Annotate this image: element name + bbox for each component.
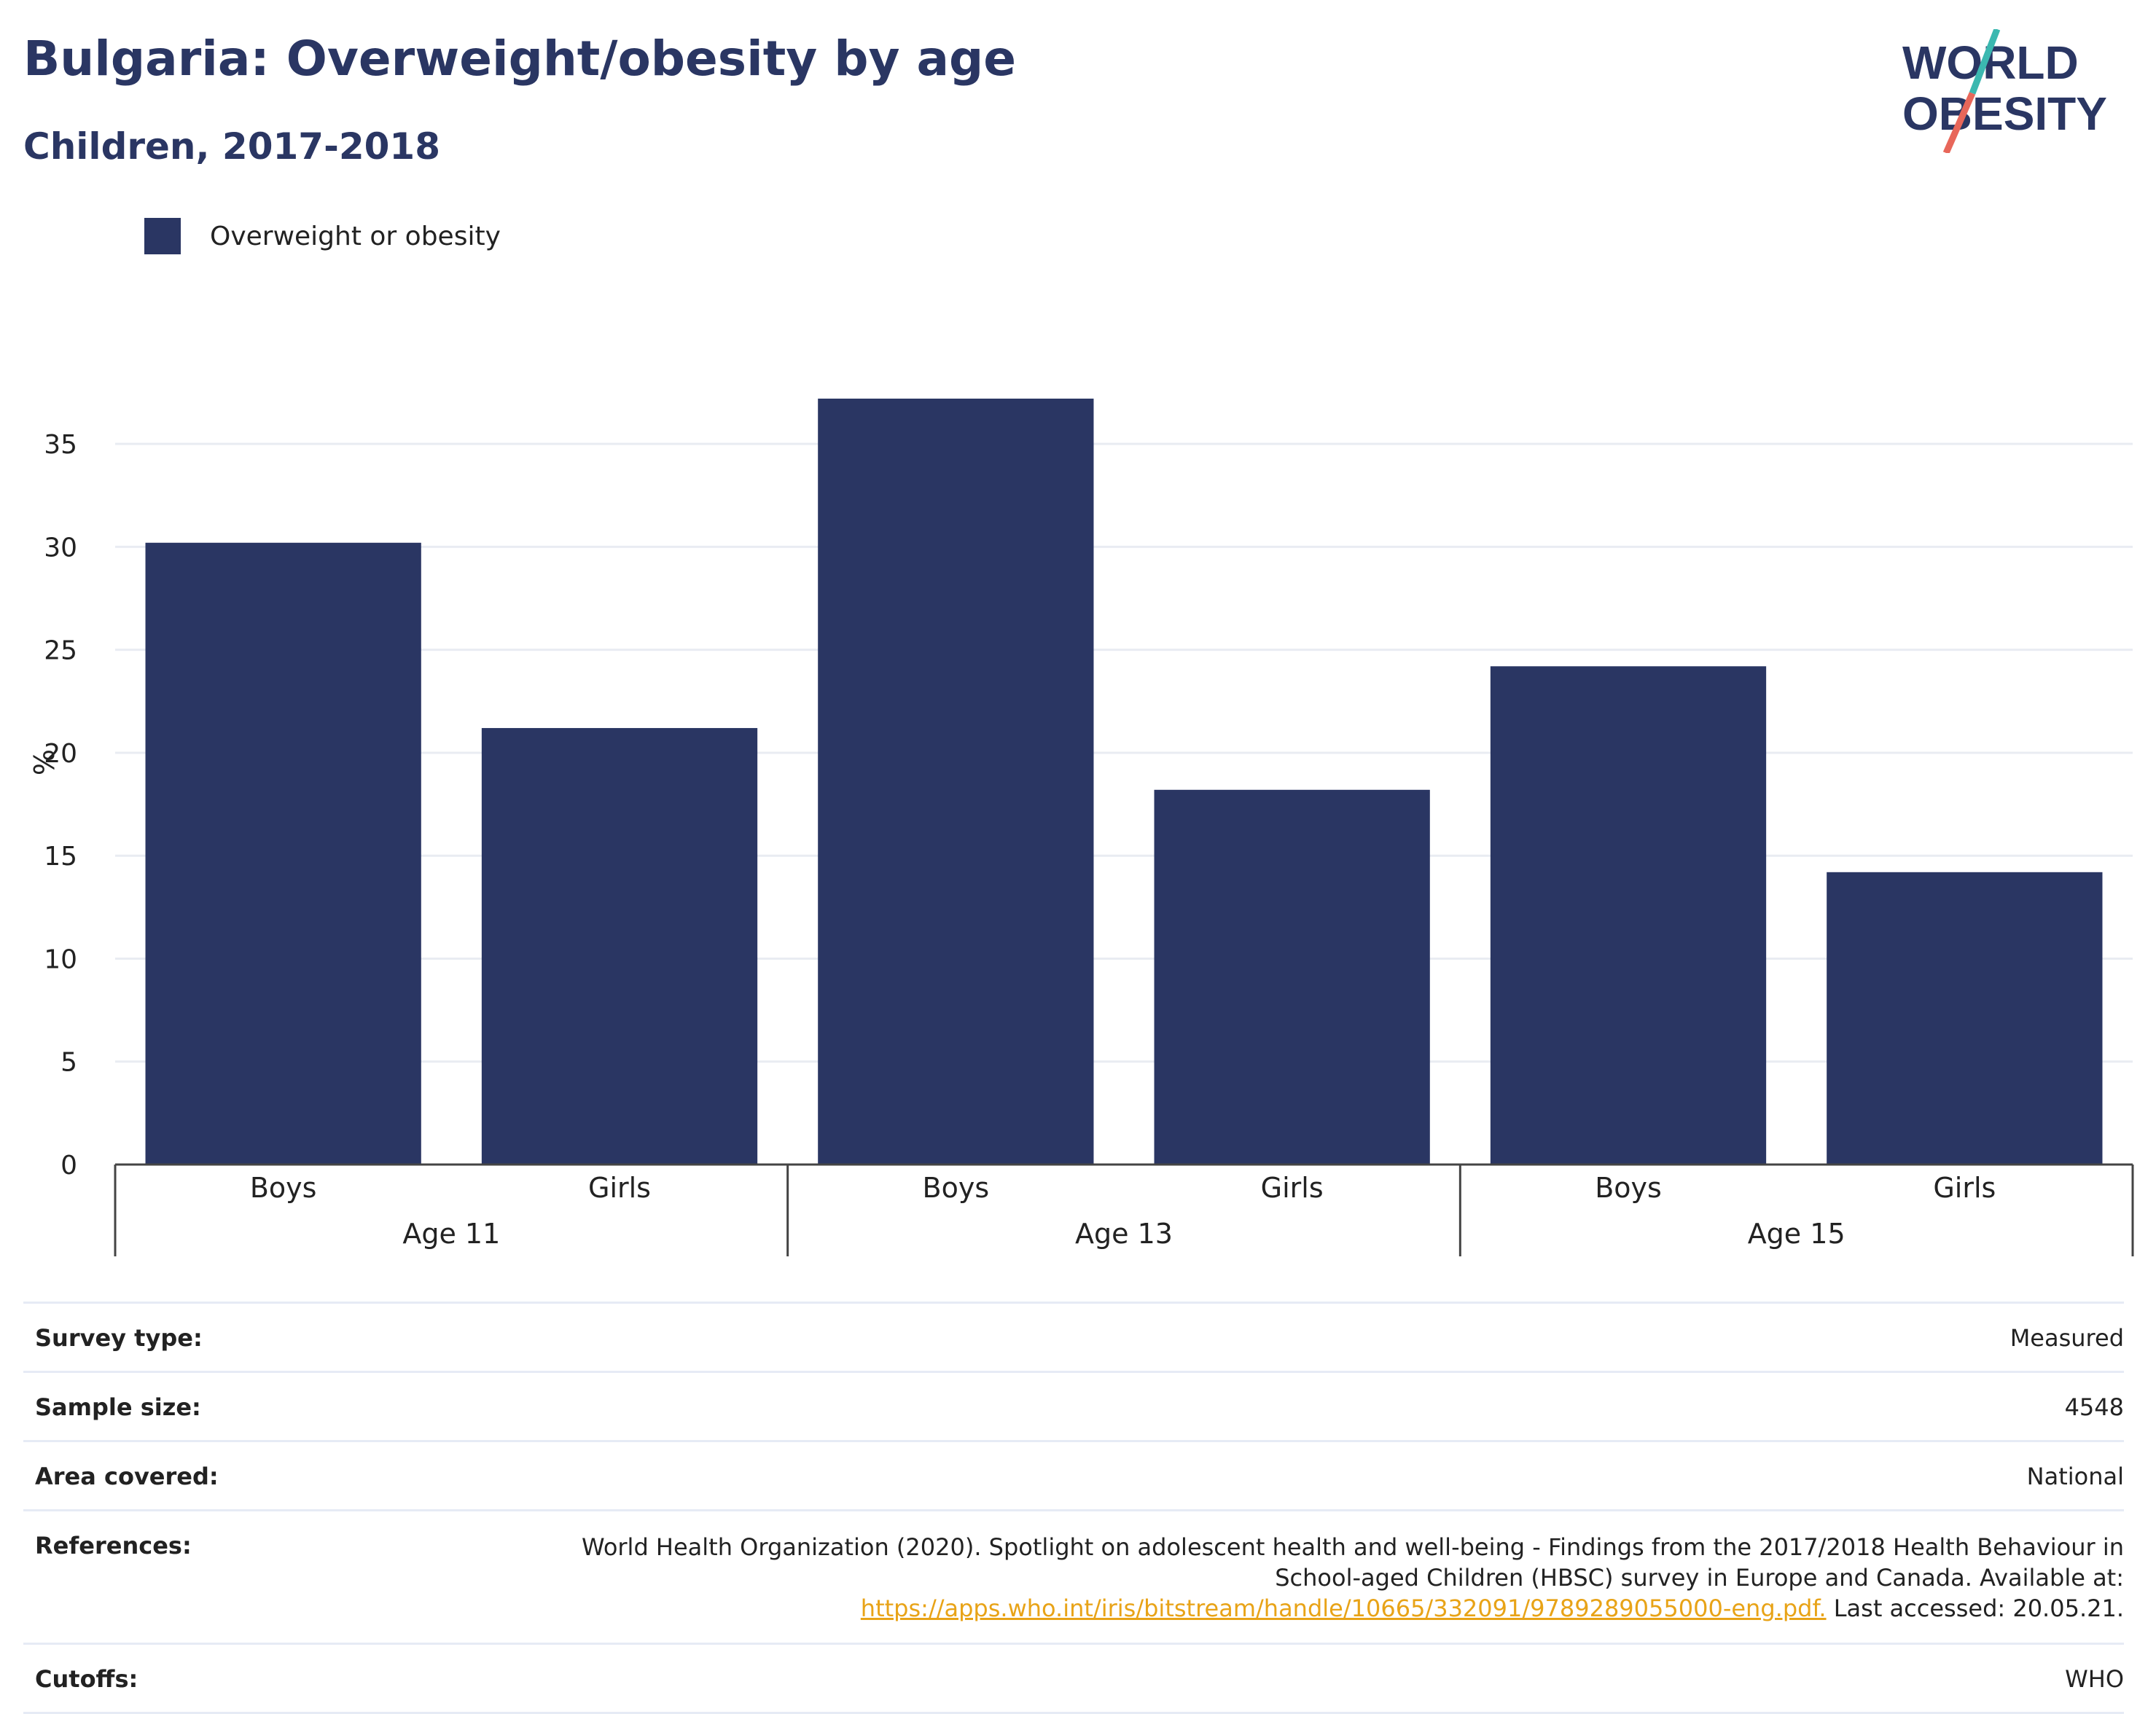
y-tick-label: 25 <box>44 636 77 666</box>
x-tick-label: Boys <box>250 1172 317 1204</box>
x-tick-label: Girls <box>1261 1172 1324 1204</box>
bar <box>1827 872 2103 1165</box>
world-obesity-logo: WORLD OBESITY <box>1902 29 2107 153</box>
meta-row-survey-type: Survey type: Measured <box>23 1302 2124 1371</box>
y-tick-label: 0 <box>60 1151 77 1181</box>
y-tick-label: 30 <box>44 533 77 563</box>
x-tick-label: Girls <box>1933 1172 1996 1204</box>
legend-swatch <box>144 218 181 254</box>
bar <box>481 728 758 1165</box>
logo-line2: OBESITY <box>1902 87 2107 140</box>
bar <box>145 542 421 1165</box>
legend: Overweight or obesity <box>144 217 501 255</box>
meta-row-cutoffs: Cutoffs: WHO <box>23 1643 2124 1714</box>
cutoffs-label: Cutoffs: <box>35 1665 138 1693</box>
area-covered-value: National <box>2026 1463 2124 1490</box>
meta-row-references: References: World Health Organization (2… <box>23 1509 2124 1643</box>
survey-metadata-table: Survey type: Measured Sample size: 4548 … <box>23 1302 2124 1714</box>
logo-slash-bottom <box>1942 92 1976 153</box>
references-suffix: Last accessed: 20.05.21. <box>1826 1594 2124 1622</box>
x-group-label: Age 11 <box>402 1218 500 1250</box>
x-group-label: Age 13 <box>1075 1218 1173 1250</box>
x-tick-label: Boys <box>923 1172 990 1204</box>
references-link[interactable]: https://apps.who.int/iris/bitstream/hand… <box>860 1594 1827 1622</box>
references-label: References: <box>35 1532 192 1560</box>
x-tick-label: Girls <box>588 1172 651 1204</box>
x-tick-label: Boys <box>1595 1172 1662 1204</box>
legend-label: Overweight or obesity <box>210 221 501 251</box>
x-group-label: Age 15 <box>1748 1218 1846 1250</box>
y-axis-label: % <box>28 749 60 775</box>
references-text: World Health Organization (2020). Spotli… <box>582 1533 2124 1592</box>
meta-row-sample-size: Sample size: 4548 <box>23 1371 2124 1440</box>
y-tick-label: 10 <box>44 944 77 974</box>
sample-size-label: Sample size: <box>35 1393 201 1421</box>
logo-slash-top <box>1969 29 2001 95</box>
y-tick-label: 20 <box>44 739 77 769</box>
chart-title: Bulgaria: Overweight/obesity by age <box>23 31 1017 87</box>
sample-size-value: 4548 <box>2064 1393 2124 1421</box>
survey-type-label: Survey type: <box>35 1324 203 1352</box>
bar <box>1490 666 1767 1165</box>
y-tick-label: 15 <box>44 842 77 872</box>
meta-row-area-covered: Area covered: National <box>23 1440 2124 1509</box>
chart-subtitle: Children, 2017-2018 <box>23 125 440 168</box>
survey-type-value: Measured <box>2009 1324 2124 1352</box>
bar-chart: 0 5 10 15 20 25 30 35% Boys Girls Boys Girls Boys Gir… <box>28 399 2134 1256</box>
y-tick-label: 5 <box>60 1048 77 1078</box>
references-value: World Health Organization (2020). Spotli… <box>571 1532 2124 1624</box>
bar <box>1154 789 1430 1165</box>
area-covered-label: Area covered: <box>35 1463 219 1490</box>
bar <box>818 399 1094 1165</box>
y-tick-label: 35 <box>44 430 77 460</box>
cutoffs-value: WHO <box>2065 1665 2124 1693</box>
